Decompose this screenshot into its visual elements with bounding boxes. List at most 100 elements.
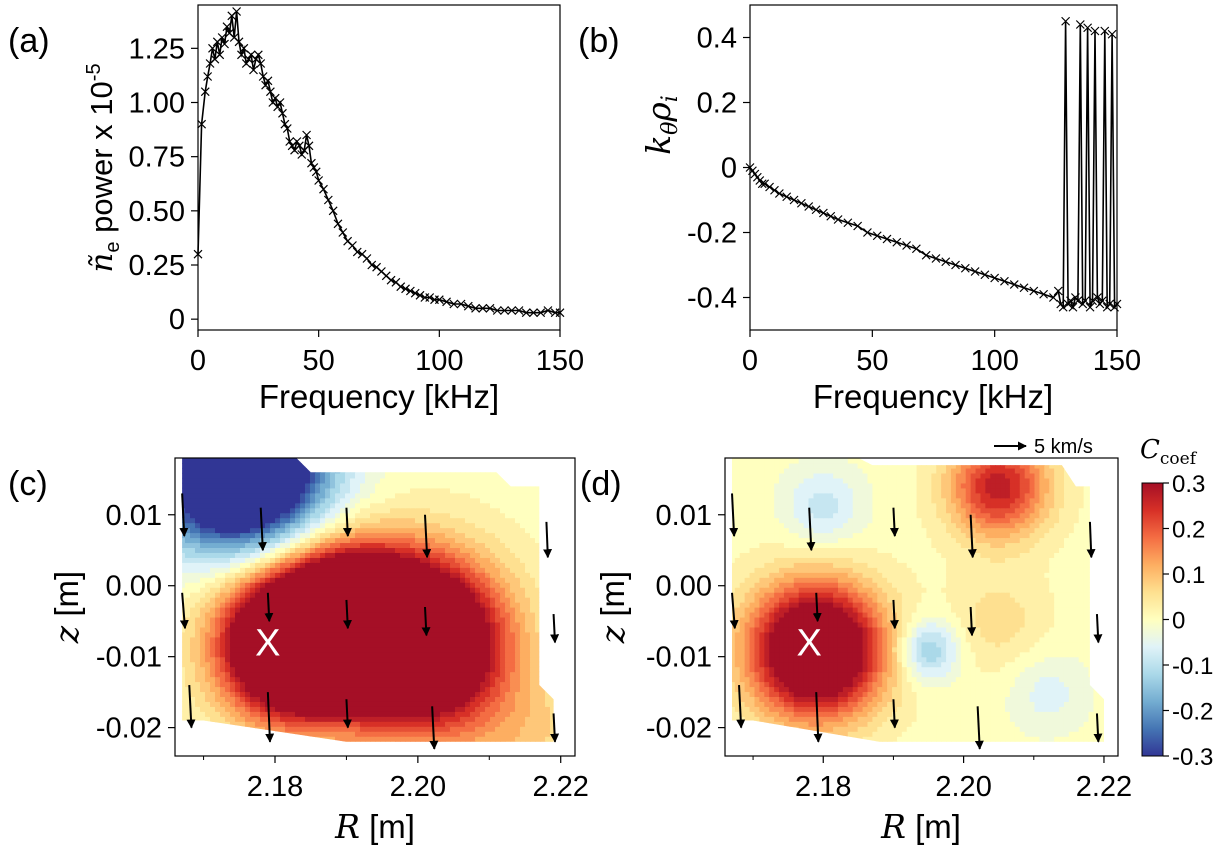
panel-a-point (307, 158, 316, 168)
colorbar-tick-label: 0.1 (1172, 562, 1205, 589)
panel-a-xlabel: Frequency [kHz] (259, 378, 499, 415)
panel-a-point (282, 124, 292, 133)
panel-a-point (492, 306, 502, 315)
panel-c-ytick-label: 0.01 (106, 500, 162, 532)
panel-b-point (811, 205, 821, 215)
panel-d-ticks: 2.18 2.20 2.22 0.01 0.00 -0.01 -0.02 (646, 500, 1132, 803)
panel-a-ytick-label: 0 (169, 304, 185, 336)
panel-b-point (774, 189, 784, 198)
panel-a-ytick-label: 0.50 (129, 196, 185, 228)
velocity-scale: 5 km/s (994, 436, 1093, 458)
panel-a-point (415, 290, 425, 300)
panel-b-point (804, 202, 814, 211)
panel-b-ytick-label: -0.2 (687, 218, 737, 250)
panel-a-point (208, 43, 217, 53)
panel-b-point (1090, 26, 1100, 36)
panel-b-point (1075, 20, 1085, 29)
panel-a-point (265, 87, 275, 97)
panel-d-xlabel-unit: [m] (906, 808, 961, 845)
panel-b-point (1083, 23, 1093, 33)
panel-a-point (529, 308, 538, 318)
panel-d-velocity-arrow (813, 692, 823, 743)
panel-a-ytick-label: 1.00 (129, 88, 185, 120)
panel-a-point (386, 275, 396, 285)
panel-b-point (1048, 293, 1058, 302)
panel-b-point (1105, 299, 1115, 309)
panel-a-point (401, 284, 410, 294)
panel-d-ytick-label: 0.00 (656, 571, 712, 603)
panel-a-point (304, 141, 314, 151)
panel-label-c: (c) (8, 465, 48, 503)
panel-a-ylabel-subscript: e (102, 241, 124, 252)
panel-d-velocity-arrow (806, 507, 816, 552)
panel-d-velocity-arrow (1086, 521, 1096, 559)
panel-d-ytick-label: 0.01 (656, 500, 712, 532)
panel-b-point (843, 218, 853, 228)
panel-a-xtick-label: 50 (303, 345, 335, 377)
panel-b-point (1009, 280, 1019, 289)
panel-c-velocity-arrow (342, 599, 352, 630)
panel-a-point (220, 39, 229, 49)
panel-d-velocity-arrow (1093, 614, 1103, 644)
panel-d-ylabel-unit: [m] (594, 571, 631, 626)
panel-b-xtick-label: 150 (1093, 345, 1141, 377)
panel-a-point (232, 7, 242, 16)
panel-a-point (434, 295, 444, 305)
panel-a-point (263, 76, 273, 86)
panel-a-xtick-label: 0 (190, 345, 206, 377)
panel-d-velocity-arrow (967, 514, 977, 559)
colorbar: Ccoef 0.3 0.2 0.1 0 -0.1 -0.2 -0.3 (1140, 435, 1213, 771)
panel-a-point (514, 306, 524, 315)
panel-a-point (319, 184, 328, 194)
panel-d-velocity-arrow (974, 706, 984, 750)
panel-b-point (1058, 302, 1068, 312)
panel-a-point (348, 241, 357, 250)
panel-a-point (536, 308, 546, 318)
panel-c-xtick-label: 2.20 (390, 771, 446, 803)
panel-a-point (396, 282, 406, 292)
panel-b-point (1080, 296, 1090, 306)
colorbar-tick-label: 0 (1172, 608, 1185, 635)
panel-a-point (244, 54, 254, 64)
panel-a-point (410, 288, 420, 298)
colorbar-tick-label: -0.2 (1172, 699, 1213, 726)
panel-c-ytick-label: 0.00 (106, 571, 162, 603)
panel-a-point (253, 50, 263, 60)
panel-a-point (456, 299, 466, 309)
panel-c-velocity-arrow (422, 514, 432, 559)
panel-c-velocity-arrow (264, 592, 274, 623)
panel-c-ytick-label: -0.02 (96, 713, 162, 745)
panel-d-xlabel-var: R (880, 807, 906, 846)
panel-d-frame (724, 457, 1119, 757)
colorbar-tick-label: -0.1 (1172, 653, 1213, 680)
panel-b-point (826, 211, 836, 221)
panel-d-velocity-arrow (812, 592, 822, 623)
panel-a-point (222, 22, 232, 32)
panel-a-point (323, 195, 333, 205)
panel-a-point (352, 247, 362, 257)
panel-a-ytick-label: 0.75 (129, 142, 185, 174)
panel-b-ticks: 0 50 100 150 -0.4 -0.2 0 0.2 0.4 (687, 23, 1141, 378)
panel-c-xtick-label: 2.18 (247, 771, 303, 803)
panel-b-series-line (749, 21, 1118, 310)
panel-b-point (1000, 276, 1009, 286)
panel-a-ylabel: ñe power x 10-5 (83, 63, 124, 272)
panel-d-velocity-arrow (729, 592, 739, 630)
panel-b-point (980, 270, 990, 280)
panel-a-ytick-label: 0.25 (129, 250, 185, 282)
panel-a-point (217, 33, 227, 42)
panel-b-point (1068, 302, 1078, 312)
panel-b-point (789, 195, 799, 205)
panel-b-frame (749, 4, 1118, 331)
panel-b-plot-area (745, 16, 1122, 312)
panel-c-velocity-arrow (265, 692, 275, 743)
panel-b-point (970, 267, 980, 276)
panel-b-wavenumber: 0 50 100 150 -0.4 -0.2 0 0.2 0.4 Frequency [kHz]… (639, 4, 1141, 415)
panel-d-field (732, 458, 1104, 742)
panel-b-ylabel-k: k (639, 135, 678, 155)
panel-a-point (338, 228, 348, 237)
panel-b-point (1053, 286, 1063, 296)
panel-b-point (818, 208, 828, 218)
panel-a-point (500, 306, 509, 315)
